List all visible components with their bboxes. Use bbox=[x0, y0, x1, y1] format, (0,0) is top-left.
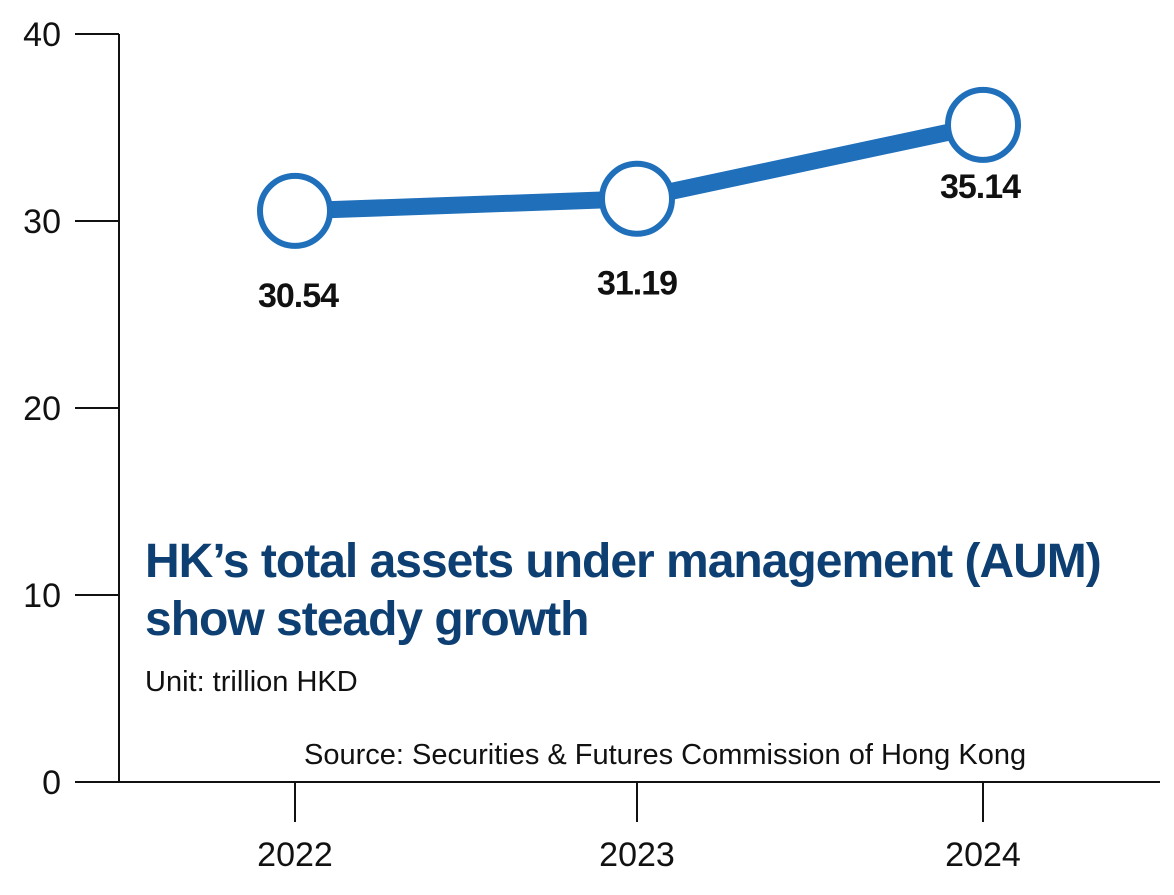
x-tick-label: 2024 bbox=[945, 836, 1021, 874]
x-tick-label: 2022 bbox=[257, 836, 333, 874]
x-axis-ticks: 2022 2023 2024 bbox=[257, 782, 1021, 874]
y-tick-label: 40 bbox=[23, 16, 61, 54]
y-tick-label: 10 bbox=[23, 577, 61, 615]
data-point bbox=[257, 172, 333, 249]
data-label: 30.54 bbox=[258, 277, 339, 315]
aum-series bbox=[257, 86, 1021, 249]
chart-title: HK’s total assets under management (AUM)… bbox=[145, 535, 1102, 646]
data-label: 31.19 bbox=[597, 265, 677, 303]
y-tick-label: 30 bbox=[23, 203, 61, 241]
y-tick-label: 20 bbox=[23, 390, 61, 428]
x-tick-label: 2023 bbox=[599, 836, 675, 874]
chart-unit: Unit: trillion HKD bbox=[145, 666, 358, 698]
y-tick-label: 0 bbox=[42, 764, 61, 802]
y-axis-ticks: 0 10 20 30 40 bbox=[23, 16, 119, 802]
data-point bbox=[945, 86, 1021, 163]
chart-source: Source: Securities & Futures Commission … bbox=[304, 739, 1027, 771]
data-labels: 30.54 31.19 35.14 bbox=[258, 168, 1022, 315]
data-label: 35.14 bbox=[940, 168, 1021, 206]
data-point bbox=[599, 160, 675, 237]
